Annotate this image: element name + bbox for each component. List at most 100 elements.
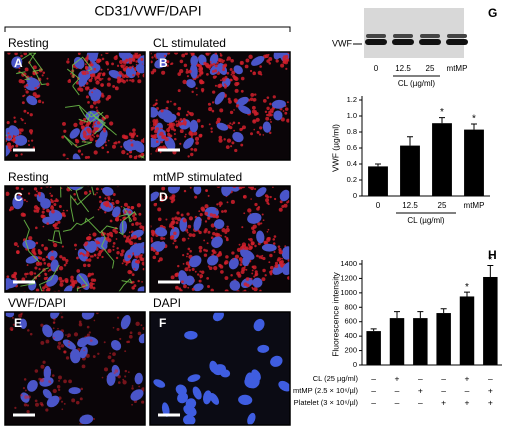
vwf-granule [91, 73, 96, 78]
vwf-granule [194, 270, 197, 273]
vwf-granule [280, 63, 285, 68]
nucleus [187, 374, 201, 382]
vwf-granule [84, 241, 89, 246]
vwf-granule [284, 48, 287, 51]
vwf-granule [101, 146, 105, 150]
panel-label: CL stimulated [153, 36, 226, 50]
vwf-granule [125, 79, 129, 82]
vwf-granule [135, 321, 140, 327]
condition-sign: – [395, 397, 400, 407]
vwf-granule [183, 189, 187, 193]
vwf-granule [199, 274, 204, 278]
vwf-granule [14, 277, 18, 281]
vwf-granule [120, 145, 123, 148]
vwf-granule [2, 278, 4, 280]
vwf-granule [176, 112, 181, 116]
vwf-granule [75, 139, 80, 144]
vwf-granule [173, 239, 177, 243]
vwf-granule [114, 86, 119, 91]
vwf-granule [12, 323, 15, 326]
vwf-granule [229, 67, 233, 71]
panel-letter: G [488, 6, 497, 20]
vwf-granule [121, 262, 124, 265]
vwf-granule [92, 232, 97, 237]
nucleus [42, 324, 53, 338]
vwf-granule [86, 325, 90, 329]
vwf-granule [173, 102, 177, 106]
vwf-granule [140, 257, 145, 262]
vwf-granule [15, 186, 19, 190]
vwf-granule [124, 74, 127, 77]
nucleus [135, 63, 145, 74]
vwf-granule [28, 129, 34, 134]
vwf-granule [85, 95, 89, 99]
vwf-granule [156, 251, 159, 254]
vwf-granule [109, 121, 114, 126]
vwf-granule [243, 212, 246, 215]
bar [436, 313, 451, 365]
vwf-granule [211, 101, 215, 104]
vwf-granule [241, 226, 244, 229]
vwf-granule [130, 236, 134, 240]
vwf-granule [85, 353, 90, 358]
y-tick-label: 0.2 [347, 175, 357, 184]
vwf-granule [133, 45, 135, 47]
error-bar [439, 117, 445, 124]
vwf-granule [269, 113, 273, 117]
nucleus [244, 372, 254, 386]
vwf-granule [242, 295, 244, 297]
vwf-granule [226, 138, 232, 143]
vwf-granule [272, 46, 276, 50]
vwf-granule [146, 145, 149, 148]
vwf-granule [116, 247, 119, 250]
vwf-granule [91, 282, 94, 285]
error-bar [407, 136, 413, 146]
vwf-granule [279, 40, 281, 42]
vwf-granule [101, 72, 106, 77]
blot-band-upper [420, 34, 440, 38]
vwf-granule [109, 352, 111, 355]
vwf-granule [38, 194, 41, 197]
vwf-granule [41, 210, 45, 214]
vwf-granule [90, 45, 92, 47]
vwf-granule [27, 192, 31, 195]
vwf-granule [158, 134, 161, 136]
vwf-granule [25, 90, 29, 94]
vwf-granule [280, 183, 282, 185]
vwf-granule [225, 227, 230, 233]
vwf-granule [87, 46, 91, 50]
vwf-granule [105, 62, 110, 66]
cd31-junction [71, 56, 93, 79]
vwf-granule [193, 131, 198, 136]
vwf-granule [235, 295, 237, 297]
vwf-granule [224, 64, 227, 68]
vwf-granule [258, 47, 260, 49]
vwf-granule [85, 258, 89, 262]
vwf-granule [101, 84, 104, 87]
vwf-granule [30, 132, 33, 135]
vwf-granule [182, 254, 185, 257]
vwf-granule [108, 205, 112, 208]
vwf-granule [140, 47, 143, 50]
vwf-granule [182, 79, 187, 85]
vwf-granule [20, 54, 23, 58]
significance-mark: * [465, 282, 469, 293]
vwf-granule [269, 118, 272, 121]
nucleus [102, 186, 114, 196]
vwf-granule [270, 265, 274, 270]
nucleus [153, 379, 166, 388]
vwf-granule [290, 48, 293, 51]
vwf-granule [82, 263, 87, 268]
panel-label: VWF/DAPI [8, 296, 66, 310]
nucleus [87, 240, 97, 253]
vwf-granule [278, 207, 283, 212]
vwf-granule [40, 186, 43, 190]
vwf-granule [119, 45, 122, 48]
vwf-granule [186, 252, 189, 255]
vwf-granule [206, 72, 209, 76]
nucleus [247, 412, 256, 425]
vwf-granule [286, 45, 290, 49]
vwf-granule [157, 207, 162, 212]
vwf-granule [90, 138, 92, 141]
vwf-granule [88, 190, 92, 193]
